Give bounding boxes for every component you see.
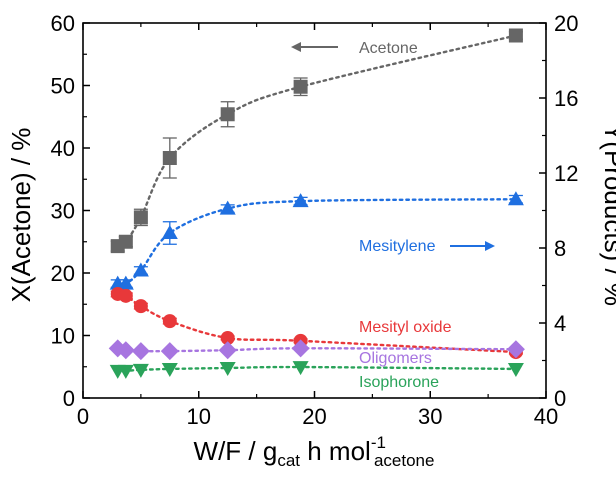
acetone-marker (118, 234, 133, 249)
mesityl-oxide-marker (133, 299, 148, 314)
mesityl-oxide-marker (162, 314, 177, 329)
y-right-tick-label: 16 (554, 86, 578, 111)
y-left-tick-label: 20 (51, 261, 75, 286)
mesityl-oxide-trend-line (116, 292, 518, 354)
oligomers-marker (218, 341, 237, 360)
acetone-label: Acetone (359, 40, 418, 57)
isophorone-marker (161, 362, 178, 377)
oligomers-marker (160, 342, 179, 361)
x-tick-label: 30 (418, 404, 442, 429)
mesityl-oxide-marker (220, 331, 235, 345)
mesitylene-marker (292, 193, 309, 208)
mesitylene-trend-line (116, 198, 518, 286)
oligomers-marker (116, 341, 135, 360)
y-right-tick-label: 0 (554, 386, 566, 411)
y-left-tick-label: 60 (51, 11, 75, 36)
x-tick-label: 40 (534, 404, 558, 429)
isophorone-marker (292, 361, 309, 376)
y-right-axis-title: Y(Products) / % (599, 124, 616, 306)
plot-frame (82, 22, 547, 399)
y-right-tick-label: 4 (554, 311, 566, 336)
y-left-tick-label: 10 (51, 324, 75, 349)
x-tick-label: 20 (302, 404, 326, 429)
y-left-tick-label: 30 (51, 199, 75, 224)
y-left-axis-title: X(Acetone) / % (6, 128, 36, 303)
mesitylene-label: Mesitylene (359, 238, 436, 255)
mesitylene-marker (161, 225, 178, 239)
isophorone-label: Isophorone (359, 374, 439, 391)
oligomers-marker (506, 340, 525, 359)
isophorone-marker (132, 363, 149, 378)
x-axis-title: W/F / gcat h mol-1 acetone (194, 433, 435, 470)
y-right-tick-label: 20 (554, 11, 578, 36)
trend-curves (116, 34, 518, 373)
mesitylene-marker (219, 200, 236, 215)
acetone-marker (133, 210, 148, 225)
acetone-marker (220, 107, 235, 122)
mesitylene-marker (132, 262, 149, 277)
y-left-tick-label: 40 (51, 136, 75, 161)
mesitylene-marker (507, 191, 524, 206)
annotation-mesitylene: Mesitylene (359, 238, 495, 255)
y-right-tick-label: 8 (554, 236, 566, 261)
isophorone-marker (507, 362, 524, 377)
plot-border (82, 22, 547, 399)
oligomers-marker (291, 339, 310, 358)
isophorone-trend-line (116, 365, 518, 373)
acetone-marker (162, 151, 177, 165)
x-tick-label: 0 (77, 404, 89, 429)
mesityl-oxide-label: Mesityl oxide (359, 319, 452, 336)
annotation-acetone: Acetone (291, 40, 418, 57)
y-left-tick-label: 0 (63, 386, 75, 411)
mesitylene-arrowhead (485, 241, 495, 251)
acetone-arrowhead (291, 42, 301, 52)
isophorone-marker (219, 362, 236, 376)
oligomers-label: Oligomers (359, 350, 432, 367)
acetone-trend-line (116, 34, 518, 248)
x-tick-label: 10 (187, 404, 211, 429)
oligomers-marker (131, 342, 150, 361)
y-right-tick-label: 12 (554, 161, 578, 186)
isophorone-marker (117, 364, 134, 379)
mesityl-oxide-marker (118, 288, 133, 303)
y-left-tick-label: 50 (51, 74, 75, 99)
acetone-marker (508, 28, 523, 43)
acetone-marker (293, 79, 308, 94)
mesitylene-marker (117, 275, 134, 290)
data-markers (108, 28, 525, 379)
